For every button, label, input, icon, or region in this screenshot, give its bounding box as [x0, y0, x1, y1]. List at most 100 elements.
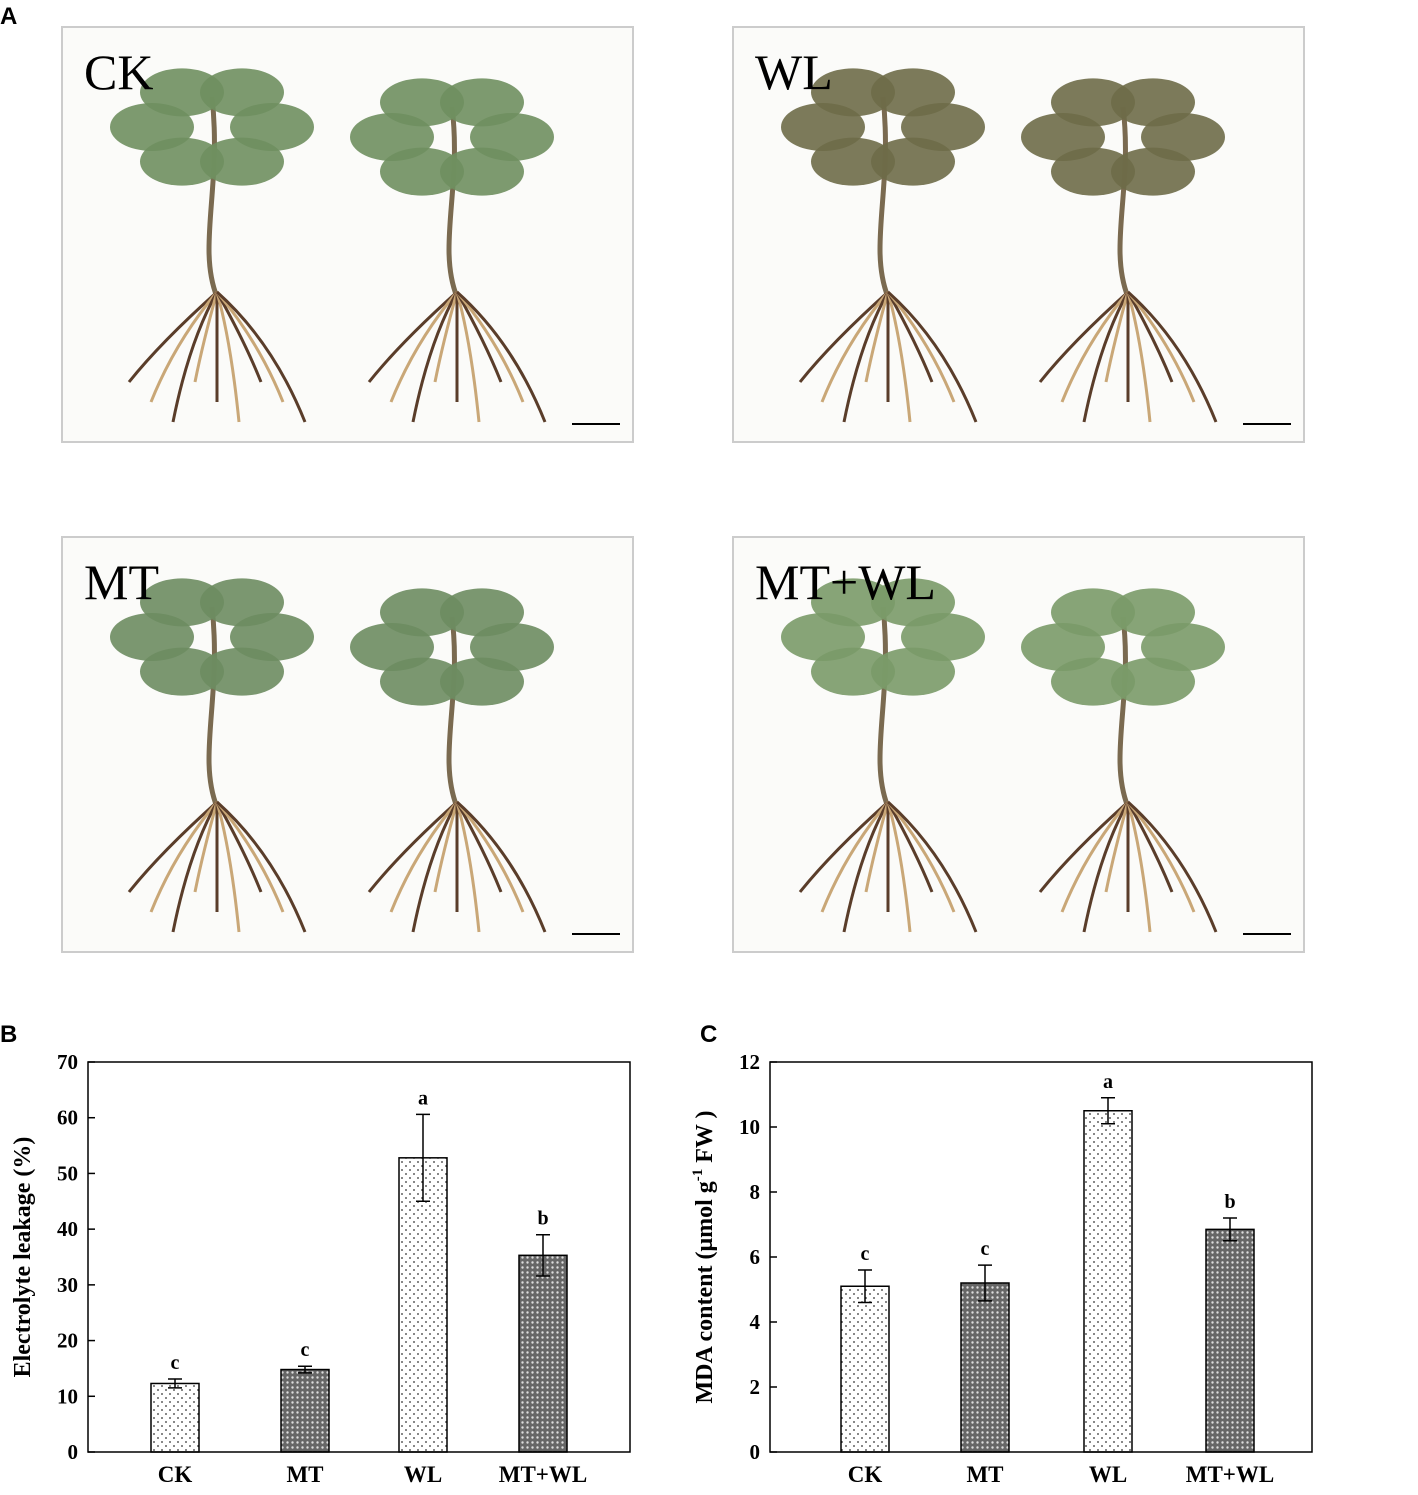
- y-tick-label: 40: [57, 1217, 78, 1241]
- root: [798, 800, 889, 893]
- y-axis-label-part: MDA content (μmol g: [692, 1181, 718, 1403]
- root: [887, 290, 978, 423]
- root: [171, 291, 219, 423]
- significance-letter: c: [171, 1352, 180, 1374]
- x-tick-label: CK: [158, 1462, 193, 1487]
- root: [389, 801, 459, 913]
- x-tick-label: WL: [1089, 1462, 1127, 1487]
- root: [1126, 801, 1196, 913]
- root: [864, 291, 890, 383]
- leaf: [200, 647, 284, 696]
- leaf: [1111, 657, 1195, 706]
- leaf: [811, 68, 895, 117]
- root: [455, 291, 503, 383]
- stem: [206, 606, 220, 808]
- error-bar: [858, 1269, 872, 1304]
- root: [1038, 290, 1129, 383]
- bar: [960, 1282, 1010, 1453]
- root: [367, 800, 458, 893]
- stem: [206, 96, 220, 298]
- panel-label: C: [700, 1021, 717, 1048]
- plot-frame: [87, 1061, 631, 1453]
- y-tick-label: 60: [57, 1106, 78, 1130]
- root: [455, 291, 525, 403]
- root: [820, 801, 890, 913]
- y-axis-label-part: -1: [690, 1169, 706, 1182]
- bar: [840, 1285, 890, 1453]
- error-bar: [298, 1365, 312, 1374]
- leaf: [440, 78, 524, 127]
- root: [1126, 291, 1152, 423]
- y-tick-label: 10: [57, 1384, 78, 1408]
- stem: [446, 616, 460, 808]
- y-axis-label: Electrolyte leakage (%): [10, 1137, 36, 1378]
- bar: [1083, 1110, 1133, 1453]
- leaf: [1111, 147, 1195, 196]
- leaf: [380, 588, 464, 637]
- root: [149, 291, 219, 403]
- y-tick-label: 70: [57, 1050, 78, 1074]
- leaf: [871, 68, 955, 117]
- root: [1104, 291, 1130, 383]
- leaf: [871, 647, 955, 696]
- root: [886, 291, 934, 383]
- y-tick-label: 0: [68, 1440, 79, 1464]
- bar: [1205, 1228, 1255, 1453]
- bar: [150, 1382, 200, 1453]
- root: [1126, 801, 1174, 893]
- significance-letter: c: [861, 1243, 870, 1265]
- leaf: [1051, 588, 1135, 637]
- panel-label: A: [0, 3, 17, 30]
- root: [842, 291, 890, 423]
- leaf: [200, 68, 284, 117]
- root: [887, 800, 978, 933]
- root: [1060, 801, 1130, 913]
- root: [886, 801, 956, 913]
- significance-letter: b: [537, 1208, 548, 1230]
- stem: [446, 106, 460, 298]
- leaf: [1051, 78, 1135, 127]
- root: [820, 291, 890, 403]
- plot-frame: [769, 1061, 1313, 1453]
- root: [886, 801, 934, 893]
- photo-label: CK: [84, 44, 153, 100]
- leaf: [200, 578, 284, 627]
- bar: [518, 1254, 568, 1453]
- root: [215, 291, 285, 403]
- photo-grid: CK WL MT MT+WL: [61, 26, 1305, 953]
- root: [171, 801, 219, 933]
- significance-letter: c: [301, 1339, 310, 1361]
- y-tick-label: 10: [739, 1115, 760, 1139]
- y-axis-label: MDA content (μmol g-1 FW ): [690, 1111, 718, 1404]
- error-bar: [536, 1233, 550, 1277]
- stem: [877, 96, 891, 298]
- root: [456, 800, 547, 933]
- error-bar: [416, 1113, 430, 1203]
- y-tick-label: 50: [57, 1161, 78, 1185]
- root: [127, 290, 218, 383]
- error-bar: [1101, 1097, 1115, 1125]
- stem: [877, 606, 891, 808]
- x-tick-label: CK: [848, 1462, 883, 1487]
- root: [215, 801, 285, 913]
- root: [1127, 290, 1218, 423]
- root: [216, 290, 307, 423]
- significance-letter: b: [1224, 1191, 1235, 1213]
- y-tick-label: 12: [739, 1050, 760, 1074]
- root: [411, 291, 459, 423]
- stem: [1117, 106, 1131, 298]
- root: [455, 801, 525, 913]
- y-tick-label: 8: [750, 1180, 761, 1204]
- root: [842, 801, 890, 933]
- error-bar: [978, 1264, 992, 1302]
- x-tick-label: WL: [404, 1462, 442, 1487]
- root: [1038, 800, 1129, 893]
- leaf: [1111, 588, 1195, 637]
- panel-label: B: [0, 1021, 17, 1048]
- root: [215, 801, 263, 893]
- leaf: [811, 578, 895, 627]
- root: [215, 801, 241, 933]
- root: [215, 291, 263, 383]
- leaf: [440, 588, 524, 637]
